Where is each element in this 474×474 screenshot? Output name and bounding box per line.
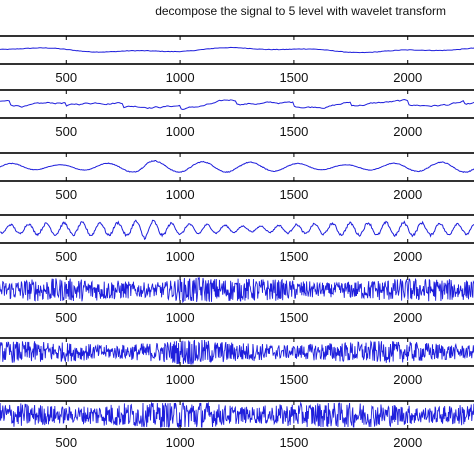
panel-5-tick-label-2000: 2000 bbox=[393, 310, 422, 325]
panel-2-signal-line bbox=[0, 99, 474, 110]
panel-7-tick-label-1000: 1000 bbox=[166, 435, 195, 450]
panel-7: 500 1000 1500 2000 bbox=[0, 400, 474, 450]
panel-4-tick-label-2000: 2000 bbox=[393, 249, 422, 264]
panel-3-tick-label-1500: 1500 bbox=[279, 187, 308, 202]
panel-7-tick-label-1500: 1500 bbox=[279, 435, 308, 450]
panel-4-axes-box bbox=[0, 214, 474, 244]
panel-2: 500 1000 1500 2000 bbox=[0, 89, 474, 139]
panel-6-tick-label-1000: 1000 bbox=[166, 372, 195, 387]
panel-2-tick-label-500: 500 bbox=[55, 124, 77, 139]
panel-4: 500 1000 1500 2000 bbox=[0, 214, 474, 264]
panel-5-signal-line bbox=[0, 276, 474, 304]
panel-3-axes-box bbox=[0, 152, 474, 182]
panel-1-signal-line bbox=[0, 46, 474, 54]
panel-1-tick-label-2000: 2000 bbox=[393, 70, 422, 85]
panel-3-tick-label-500: 500 bbox=[55, 187, 77, 202]
panel-3-tick-label-1000: 1000 bbox=[166, 187, 195, 202]
panel-3: 500 1000 1500 2000 bbox=[0, 152, 474, 202]
panel-5-tick-label-1000: 1000 bbox=[166, 310, 195, 325]
panel-1-tick-label-1500: 1500 bbox=[279, 70, 308, 85]
panel-2-tick-label-2000: 2000 bbox=[393, 124, 422, 139]
panel-1: 500 1000 1500 2000 bbox=[0, 35, 474, 85]
panel-4-tick-label-1000: 1000 bbox=[166, 249, 195, 264]
panel-5-tick-label-500: 500 bbox=[55, 310, 77, 325]
panel-4-signal-line bbox=[0, 219, 474, 241]
panel-2-tick-label-1000: 1000 bbox=[166, 124, 195, 139]
panel-4-tick-label-500: 500 bbox=[55, 249, 77, 264]
panel-6-tick-label-2000: 2000 bbox=[393, 372, 422, 387]
panel-5-tick-label-1500: 1500 bbox=[279, 310, 308, 325]
chart-title: decompose the signal to 5 level with wav… bbox=[155, 4, 446, 18]
panel-1-tick-label-1000: 1000 bbox=[166, 70, 195, 85]
panel-7-tick-label-2000: 2000 bbox=[393, 435, 422, 450]
panel-7-tick-label-500: 500 bbox=[55, 435, 77, 450]
panel-7-signal-line bbox=[0, 401, 474, 429]
panel-6-tick-label-500: 500 bbox=[55, 372, 77, 387]
panel-4-tick-label-1500: 1500 bbox=[279, 249, 308, 264]
panels-group: 500 1000 1500 2000 500 1000 1500 2000 500 1000 150… bbox=[0, 35, 474, 450]
panel-3-tick-label-2000: 2000 bbox=[393, 187, 422, 202]
panel-2-tick-label-1500: 1500 bbox=[279, 124, 308, 139]
panel-3-signal-line bbox=[0, 160, 474, 173]
panel-6: 500 1000 1500 2000 bbox=[0, 337, 474, 387]
panel-6-tick-label-1500: 1500 bbox=[279, 372, 308, 387]
panel-6-signal-line bbox=[0, 339, 474, 366]
panel-5: 500 1000 1500 2000 bbox=[0, 275, 474, 325]
panel-1-tick-label-500: 500 bbox=[55, 70, 77, 85]
